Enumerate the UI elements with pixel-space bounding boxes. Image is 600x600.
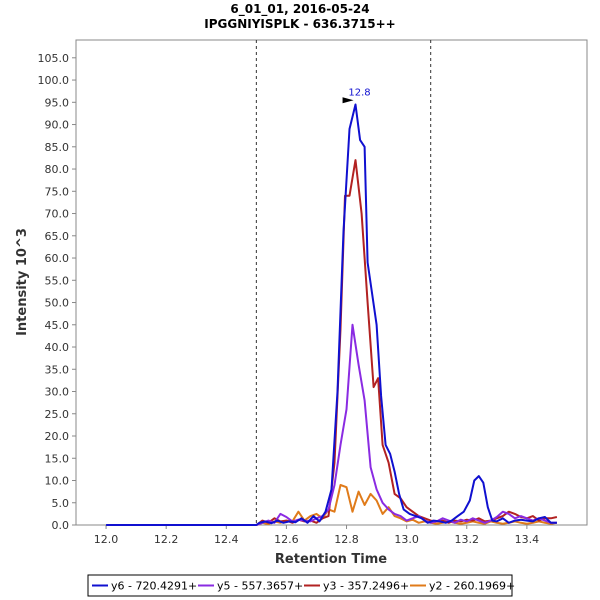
x-tick-label: 12.4 <box>214 533 239 546</box>
y-tick-label: 35.0 <box>45 363 70 376</box>
y-tick-label: 80.0 <box>45 163 70 176</box>
x-tick-label: 13.2 <box>455 533 480 546</box>
peak-annotation: 12.8 <box>342 87 371 104</box>
x-tick-label: 12.0 <box>94 533 119 546</box>
y-tick-label: 40.0 <box>45 341 70 354</box>
y-tick-label: 100.0 <box>38 74 70 87</box>
x-tick-label: 12.2 <box>154 533 179 546</box>
chart-subtitle: IPGGNIYISPLK - 636.3715++ <box>204 17 395 31</box>
y-tick-label: 65.0 <box>45 230 70 243</box>
y-tick-label: 0.0 <box>52 519 70 532</box>
y-tick-label: 60.0 <box>45 252 70 265</box>
y-tick-label: 45.0 <box>45 319 70 332</box>
x-tick-label: 13.0 <box>394 533 419 546</box>
y-tick-label: 85.0 <box>45 141 70 154</box>
series-line <box>106 103 557 526</box>
legend-box <box>87 574 513 597</box>
y-tick-label: 50.0 <box>45 297 70 310</box>
peak-marker <box>342 97 354 104</box>
y-tick-label: 15.0 <box>45 452 70 465</box>
y-tick-label: 30.0 <box>45 386 70 399</box>
peak-label: 12.8 <box>348 87 370 98</box>
y-tick-label: 20.0 <box>45 430 70 443</box>
y-axis: 0.0 5.0 10.0 15.0 20.0 25.0 30.0 35.0 40.0 45.0 50… <box>38 52 76 532</box>
y-tick-label: 5.0 <box>52 497 70 510</box>
plot-area <box>75 39 588 526</box>
y-tick-label: 75.0 <box>45 185 70 198</box>
y-tick-label: 70.0 <box>45 208 70 221</box>
y-tick-label: 95.0 <box>45 96 70 109</box>
series-lines <box>106 103 558 526</box>
x-tick-label: 12.6 <box>274 533 299 546</box>
legend: y6 - 720.4291+ y5 - 557.3657+ y3 - 357.249… <box>87 574 515 597</box>
y-tick-label: 90.0 <box>45 119 70 132</box>
y-tick-label: 25.0 <box>45 408 70 421</box>
y-tick-label: 10.0 <box>45 475 70 488</box>
chart-title: 6_01_01, 2016-05-24 <box>230 2 369 17</box>
legend-label: y3 - 357.2496+ <box>323 580 409 593</box>
legend-label: y2 - 260.1969+ <box>429 580 515 593</box>
x-axis-label: Retention Time <box>275 552 387 567</box>
x-tick-label: 13.4 <box>515 533 540 546</box>
y-axis-label: Intensity 10^3 <box>15 228 30 336</box>
x-tick-label: 12.8 <box>334 533 359 546</box>
y-tick-label: 105.0 <box>38 52 70 65</box>
y-tick-label: 55.0 <box>45 274 70 287</box>
legend-label: y6 - 720.4291+ <box>111 580 197 593</box>
x-axis: 12.0 12.2 12.4 12.6 12.8 13.0 13.2 13.4 <box>94 525 539 546</box>
legend-label: y5 - 557.3657+ <box>217 580 303 593</box>
integration-boundaries <box>255 40 432 525</box>
